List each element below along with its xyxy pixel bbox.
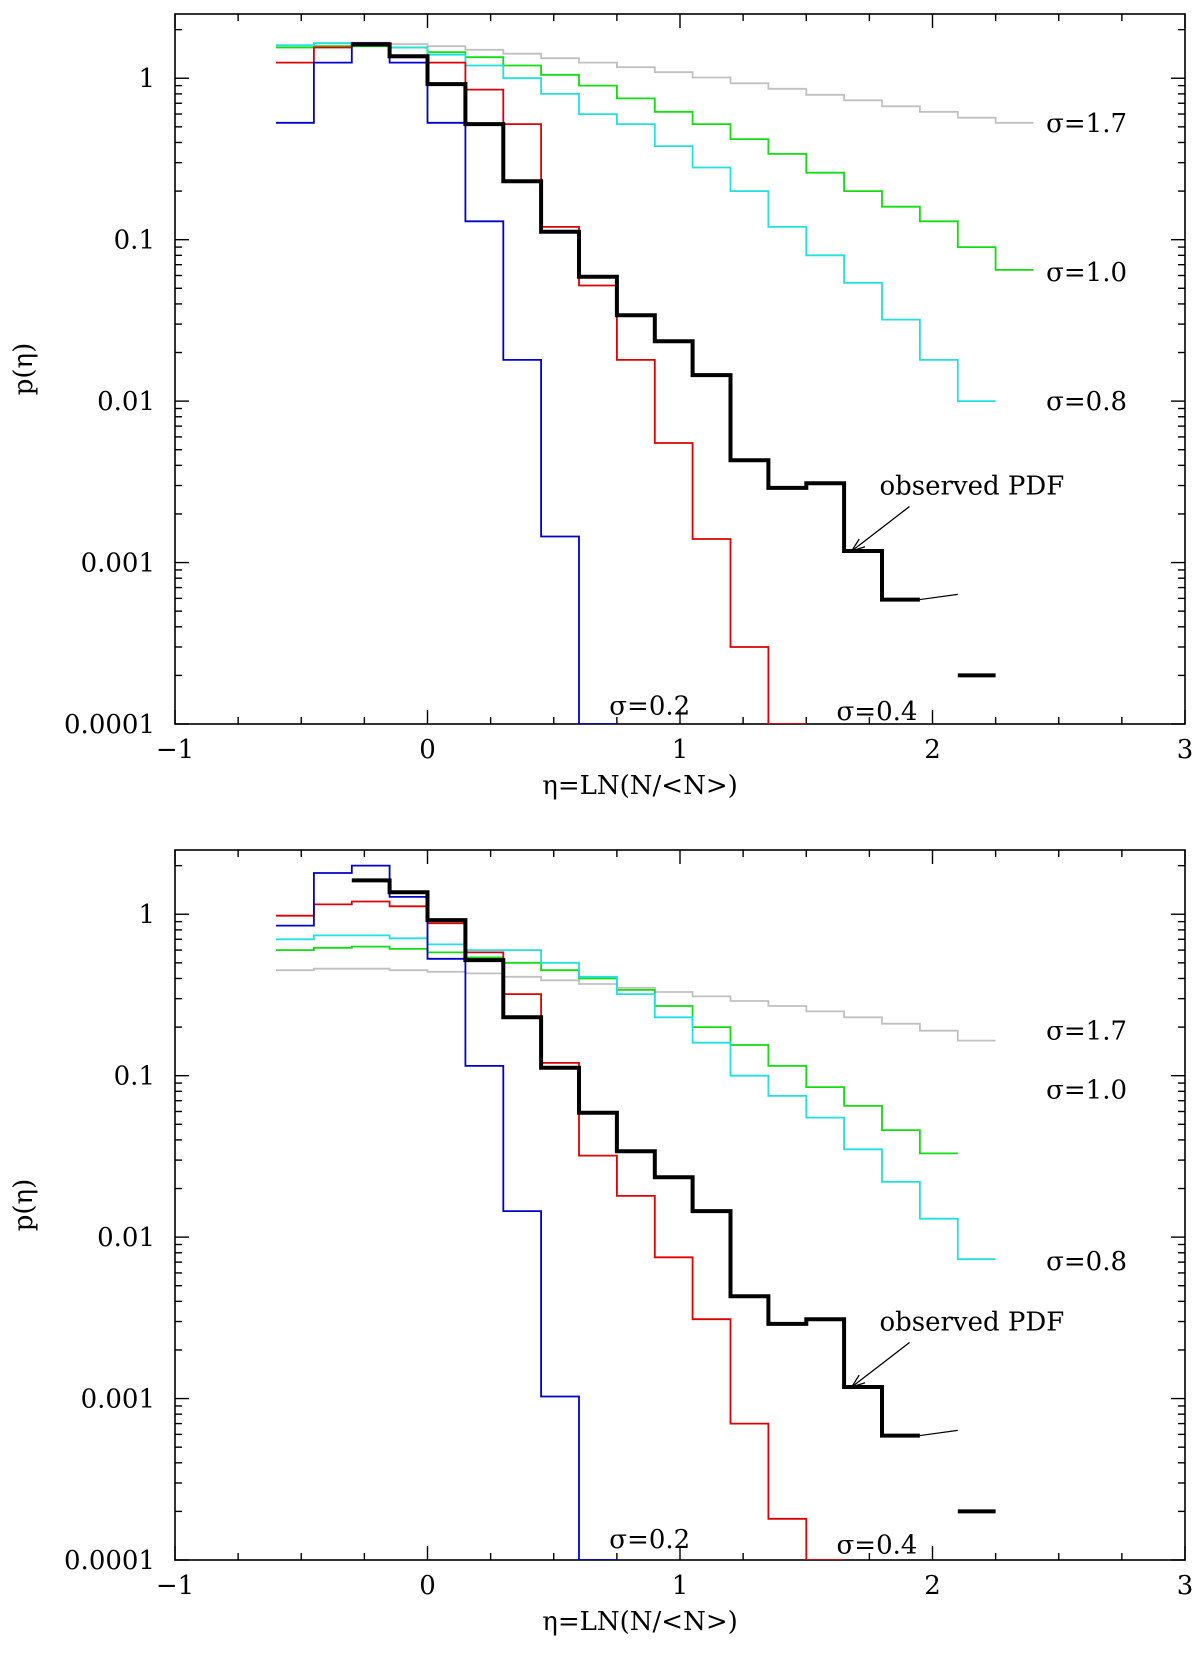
y-tick-label: 0.0001 [64,1546,155,1576]
series-observed-pdf-line [351,878,996,1514]
sigma-label: σ=1.0 [1046,258,1127,288]
top-panel: −1 0 1 2 3 1 0.1 0.01 0.001 0.0001 η=LN(N/<N>) p(η)… [9,13,1194,801]
observed-pdf-label: observed PDF [879,472,1064,502]
plot-frame [174,13,1186,725]
y-tick-label: 0.1 [114,1062,155,1092]
sigma-label: σ=0.2 [609,1525,690,1555]
y-tick-label: 0.01 [97,1223,155,1253]
y-tick-label: 0.0001 [64,710,155,740]
sigma-label: σ=1.0 [1046,1076,1127,1106]
x-tick-label: 3 [1177,735,1194,765]
observed-pdf-arrow [851,1342,910,1388]
series-sigma-0-4-line [276,900,845,1560]
y-tick-label: 0.1 [114,226,155,256]
bottom-panel: −1 0 1 2 3 1 0.1 0.01 0.001 0.0001 η=LN(N/<N>) p(η)… [9,849,1194,1637]
y-tick-label: 0.01 [97,387,155,417]
y-tick-label: 1 [138,900,155,930]
x-tick-label: 1 [672,1571,689,1601]
observed-pdf-label: observed PDF [879,1308,1064,1338]
series-sigma-0-8-line [276,934,996,1261]
y-axis-label: p(η) [9,343,39,396]
observed-pdf-gap-connector [919,1429,958,1437]
sigma-label: σ=0.4 [837,1530,918,1560]
sigma-label: σ=1.7 [1046,1017,1127,1047]
y-tick-label: 0.001 [81,549,155,579]
x-tick-label: 2 [924,1571,941,1601]
sigma-label: σ=0.8 [1046,1247,1127,1277]
arrowhead [850,538,866,553]
series-sigma-1-7-line [276,967,996,1042]
x-tick-label: 0 [419,1571,436,1601]
x-tick-label: 3 [1177,1571,1194,1601]
y-axis-label: p(η) [9,1179,39,1232]
series-group [276,41,1034,724]
series-sigma-0-8-line [276,42,996,402]
series-sigma-1-0-line [276,45,1034,271]
arrowhead [850,1374,866,1389]
y-tick-label: 0.001 [81,1385,155,1415]
sigma-label: σ=0.4 [837,697,918,727]
x-axis-label: η=LN(N/<N>) [542,771,738,801]
observed-pdf-gap-connector [919,593,958,601]
sigma-label: σ=1.7 [1046,109,1127,139]
x-tick-label: 2 [924,735,941,765]
sigma-label: σ=0.2 [609,692,690,722]
x-tick-label: −1 [156,735,194,765]
series-group [276,864,996,1560]
y-tick-label: 1 [138,64,155,94]
series-sigma-0-2-line [276,42,617,724]
x-axis-label: η=LN(N/<N>) [542,1607,738,1637]
series-observed-pdf-line [351,42,996,678]
plot-frame [174,849,1186,1561]
series-sigma-0-2-line [276,864,617,1560]
sigma-label: σ=0.8 [1046,387,1127,417]
x-tick-label: 1 [672,735,689,765]
x-tick-label: −1 [156,1571,194,1601]
x-tick-label: 0 [419,735,436,765]
series-sigma-1-7-line [276,41,1034,124]
observed-pdf-arrow [851,506,910,552]
